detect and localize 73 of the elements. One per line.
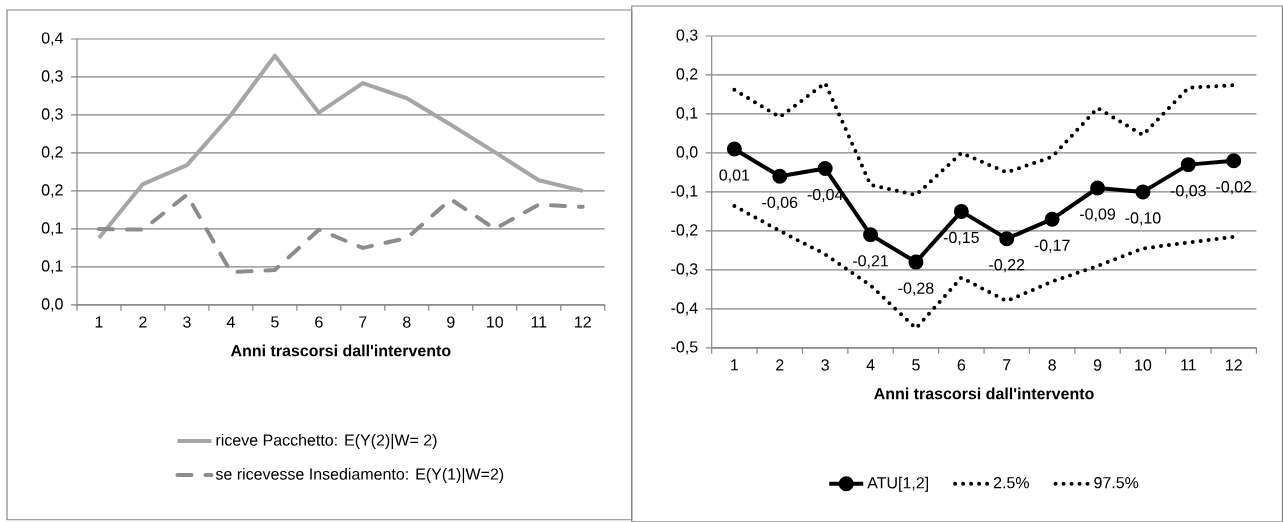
x-tick-label: 4 [226,316,235,328]
point [999,231,1015,247]
y-tick-label: 0,0 [676,146,698,160]
data-label: -0,02 [1216,180,1252,195]
line-series [96,53,585,240]
legend-label: 97.5% [1094,476,1139,489]
x-tick-label: 1 [731,359,739,371]
x-tick-label: 7 [1003,359,1011,371]
x-tick-label: 12 [575,316,591,328]
x-tick-label: 4 [866,359,875,371]
y-tick-label: 0,1 [41,222,63,236]
data-label: -0,21 [853,255,888,269]
y-tick-label: 0,3 [41,108,63,122]
y-tick-label: -0,5 [671,341,698,355]
point [863,227,879,243]
y-tick-label: 0,1 [41,260,63,274]
x-tick-label: 10 [487,316,504,328]
x-tick-label: 1 [95,316,103,328]
x-tick-label: 8 [403,316,411,328]
data-label: -0,22 [989,258,1025,273]
point [908,254,924,270]
data-label: -0,10 [1125,212,1161,226]
data-label: -0,28 [898,282,934,296]
x-tick-label: 11 [1181,359,1196,371]
point [726,141,742,157]
point [1226,153,1242,169]
legend-label: riceve Pacchetto: E(Y(2)|W= 2) [216,433,437,449]
point [772,168,788,184]
y-tick-label: -0,3 [671,263,698,277]
y-tick-label: 0,2 [676,68,698,82]
x-tick-label: 6 [957,359,966,371]
x-tick-label: 5 [912,359,920,371]
x-tick-label: 3 [183,316,191,328]
data-label: -0,06 [762,196,798,210]
point [953,203,969,219]
legend-label: ATU[1,2] [867,476,928,492]
x-tick-label: 5 [271,316,279,328]
legend-label: se ricevesse Insediamento: E(Y(1)|W=2) [215,467,504,483]
y-tick-label: 0,2 [41,184,63,198]
x-tick-label: 3 [821,359,829,371]
point [1180,156,1196,172]
data-label: -0,17 [1034,239,1070,253]
point [817,160,833,176]
x-tick-label: 12 [1226,359,1242,371]
data-label: -0,15 [943,231,979,245]
y-tick-label: 0,3 [676,29,698,43]
y-tick-label: -0,1 [671,185,698,199]
legend-label: 2.5% [993,476,1029,489]
point [1135,184,1151,200]
line-series [96,192,585,275]
x-axis-title: Anni trascorsi dall'intervento [874,387,1094,400]
y-tick-label: -0,2 [671,224,698,238]
point [1090,180,1106,196]
x-tick-label: 6 [315,316,323,328]
y-tick-label: 0,0 [41,298,63,312]
y-tick-label: 0,1 [676,107,698,121]
data-label: 0,01 [719,169,750,183]
y-tick-label: 0,3 [41,70,63,84]
x-tick-label: 9 [1093,359,1102,371]
x-tick-label: 2 [776,359,784,371]
data-label: -0,03 [1170,184,1206,199]
x-tick-label: 8 [1048,359,1056,371]
x-axis-title: Anni trascorsi dall'intervento [230,344,451,357]
y-tick-label: -0,4 [671,302,698,316]
x-tick-label: 7 [359,316,367,328]
x-tick-label: 10 [1135,359,1152,371]
x-tick-label: 9 [447,316,455,328]
y-tick-label: 0,2 [41,146,63,160]
y-tick-label: 0,4 [41,32,63,46]
x-tick-label: 2 [139,316,147,328]
x-tick-label: 11 [531,316,547,328]
point [1044,211,1060,227]
data-label: -0,09 [1080,208,1116,222]
